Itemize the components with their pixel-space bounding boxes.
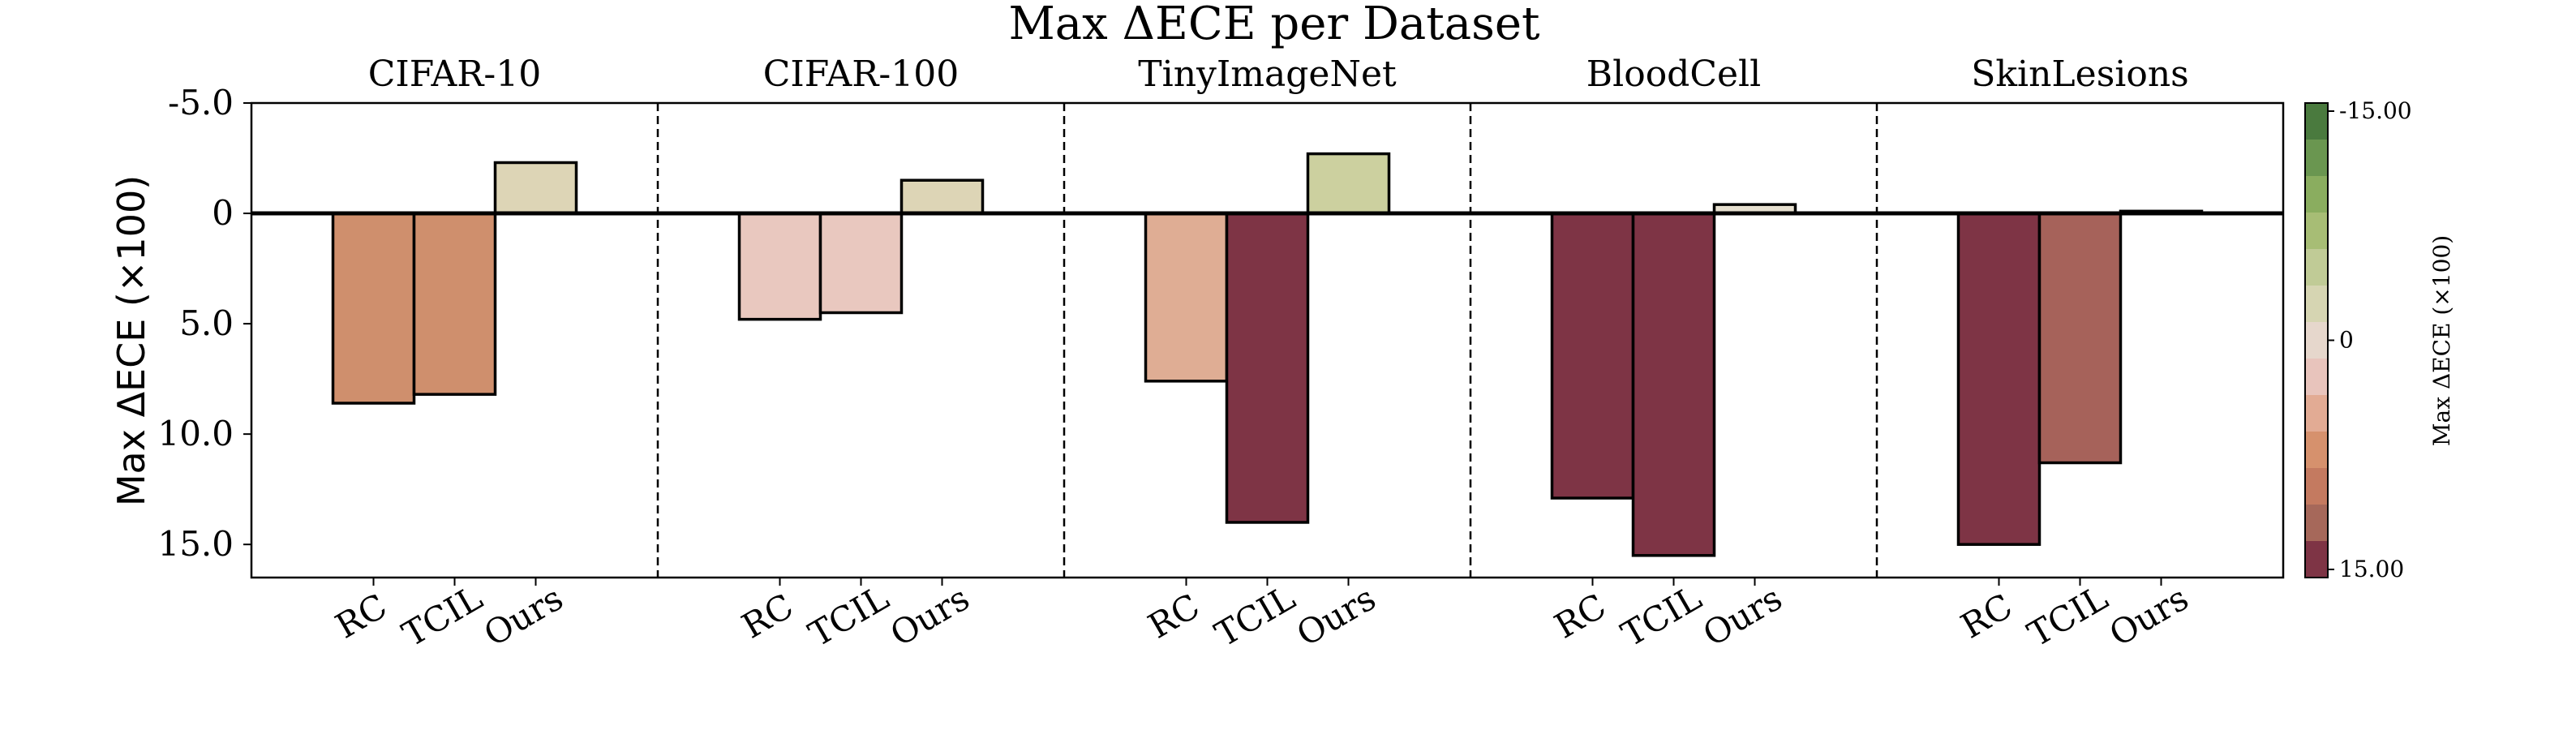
- bar: [1306, 152, 1391, 215]
- x-tick-label: TCIL: [1209, 578, 1302, 655]
- x-tick-label: Ours: [883, 578, 976, 654]
- dataset-title: SkinLesions: [1971, 54, 2189, 95]
- colorbar-segment: [2305, 395, 2328, 432]
- x-tick-label: Ours: [1290, 578, 1382, 654]
- colorbar-segment: [2305, 213, 2328, 250]
- y-tick-label: 15.0: [157, 524, 234, 564]
- colorbar-segment: [2305, 322, 2328, 359]
- colorbar-segment: [2305, 505, 2328, 542]
- y-tick-label: 5.0: [179, 303, 234, 343]
- x-tick-label: TCIL: [802, 578, 895, 655]
- colorbar: -15.00 0 15.00: [2304, 97, 2412, 582]
- bar: [1550, 212, 1635, 500]
- colorbar-segment: [2305, 103, 2328, 140]
- colorbar-label: Max ΔECE (×100): [2428, 235, 2455, 446]
- dataset-title: BloodCell: [1586, 54, 1761, 95]
- colorbar-segment: [2305, 176, 2328, 213]
- colorbar-segment: [2305, 140, 2328, 177]
- bar: [1631, 212, 1716, 557]
- bar: [1956, 212, 2041, 546]
- y-tick-label: 0: [212, 193, 234, 233]
- colorbar-tick-label: 0: [2339, 327, 2354, 354]
- bar: [331, 212, 416, 405]
- bar: [493, 161, 578, 215]
- colorbar-segment: [2305, 286, 2328, 323]
- x-tick-label: TCIL: [2021, 578, 2114, 655]
- bar: [1225, 212, 1310, 524]
- y-tick-label: -5.0: [168, 83, 234, 122]
- dataset-title: TinyImageNet: [1138, 54, 1397, 95]
- colorbar-segment: [2305, 432, 2328, 469]
- x-tick-label: RC: [1141, 586, 1206, 646]
- x-tick-label: RC: [1548, 586, 1612, 646]
- plot-frame: [250, 101, 2285, 579]
- colorbar-segment: [2305, 541, 2328, 578]
- x-tick-label: TCIL: [1615, 578, 1708, 655]
- colorbar-segment: [2305, 249, 2328, 286]
- bar: [1144, 212, 1229, 383]
- x-tick-label: TCIL: [396, 578, 489, 655]
- x-tick-label: Ours: [2102, 578, 2195, 654]
- dataset-title: CIFAR-100: [763, 54, 960, 95]
- bar: [737, 212, 822, 321]
- bar: [899, 178, 985, 215]
- colorbar-tick-label: 15.00: [2339, 556, 2404, 582]
- x-tick-label: RC: [735, 586, 800, 646]
- x-tick-label: Ours: [477, 578, 569, 654]
- colorbar-segment: [2305, 359, 2328, 396]
- y-tick-label: 10.0: [157, 414, 234, 453]
- colorbar-tick-label: -15.00: [2339, 97, 2412, 124]
- bar: [818, 212, 904, 315]
- chart-title: Max ΔECE per Dataset: [1008, 0, 1540, 50]
- bar: [2037, 212, 2123, 465]
- x-tick-label: Ours: [1696, 578, 1788, 654]
- bar: [412, 212, 497, 396]
- y-axis-label: Max ΔECE (×100): [109, 175, 153, 506]
- x-tick-label: RC: [1954, 586, 2019, 646]
- colorbar-segment: [2305, 468, 2328, 505]
- dataset-title: CIFAR-10: [368, 54, 542, 95]
- x-tick-label: RC: [328, 586, 393, 646]
